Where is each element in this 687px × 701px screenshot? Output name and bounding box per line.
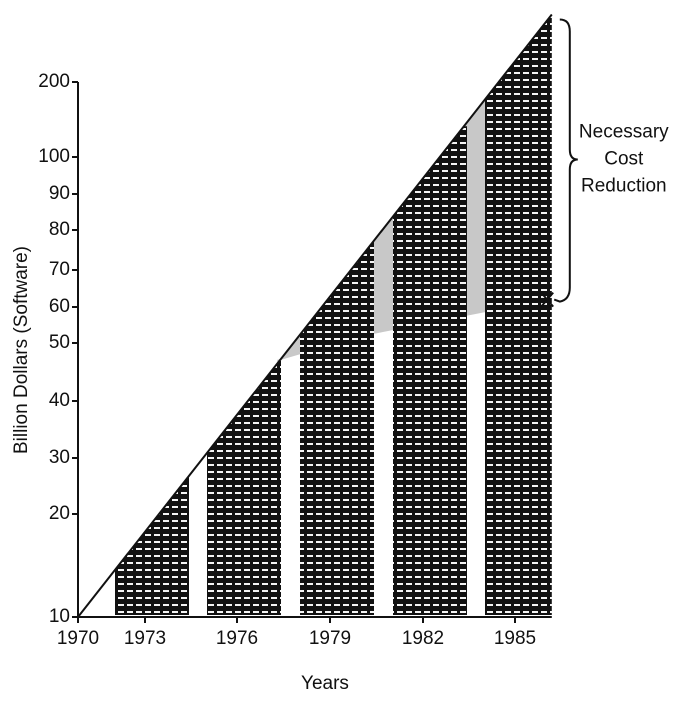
- annotation: Cost: [604, 149, 644, 170]
- coin-stack: [485, 14, 552, 615]
- x-tick-label: 1985: [494, 628, 536, 649]
- x-tick-label: 1982: [402, 628, 444, 649]
- coin-stack: [207, 354, 281, 615]
- stacks: [115, 14, 552, 615]
- coin-stack: [393, 126, 467, 615]
- x-tick-label: 1976: [216, 628, 258, 649]
- y-tick-label: 70: [49, 259, 70, 280]
- y-tick-label: 200: [38, 71, 70, 92]
- y-tick-label: 40: [49, 390, 70, 411]
- y-tick-label: 90: [49, 183, 70, 204]
- y-tick-label: 60: [49, 296, 70, 317]
- y-tick-label: 10: [49, 606, 70, 627]
- x-tick-label: 1970: [57, 628, 99, 649]
- trend-line: [77, 13, 553, 618]
- brace: [553, 18, 578, 303]
- y-axis-label: Billion Dollars (Software): [11, 246, 32, 454]
- coin-stack: [300, 226, 374, 615]
- annotation: Reduction: [581, 176, 667, 197]
- x-tick-label: 1973: [124, 628, 166, 649]
- x-axis-label: Years: [301, 673, 349, 694]
- annotation: Necessary: [579, 122, 669, 143]
- y-tick-label: 80: [49, 219, 70, 240]
- y-tick-label: 100: [38, 146, 70, 167]
- y-tick-label: 20: [49, 503, 70, 524]
- target-marker: [540, 291, 554, 308]
- coin-stack: [115, 474, 189, 615]
- y-tick-label: 50: [49, 332, 70, 353]
- x-tick-label: 1979: [309, 628, 351, 649]
- y-tick-label: 30: [49, 447, 70, 468]
